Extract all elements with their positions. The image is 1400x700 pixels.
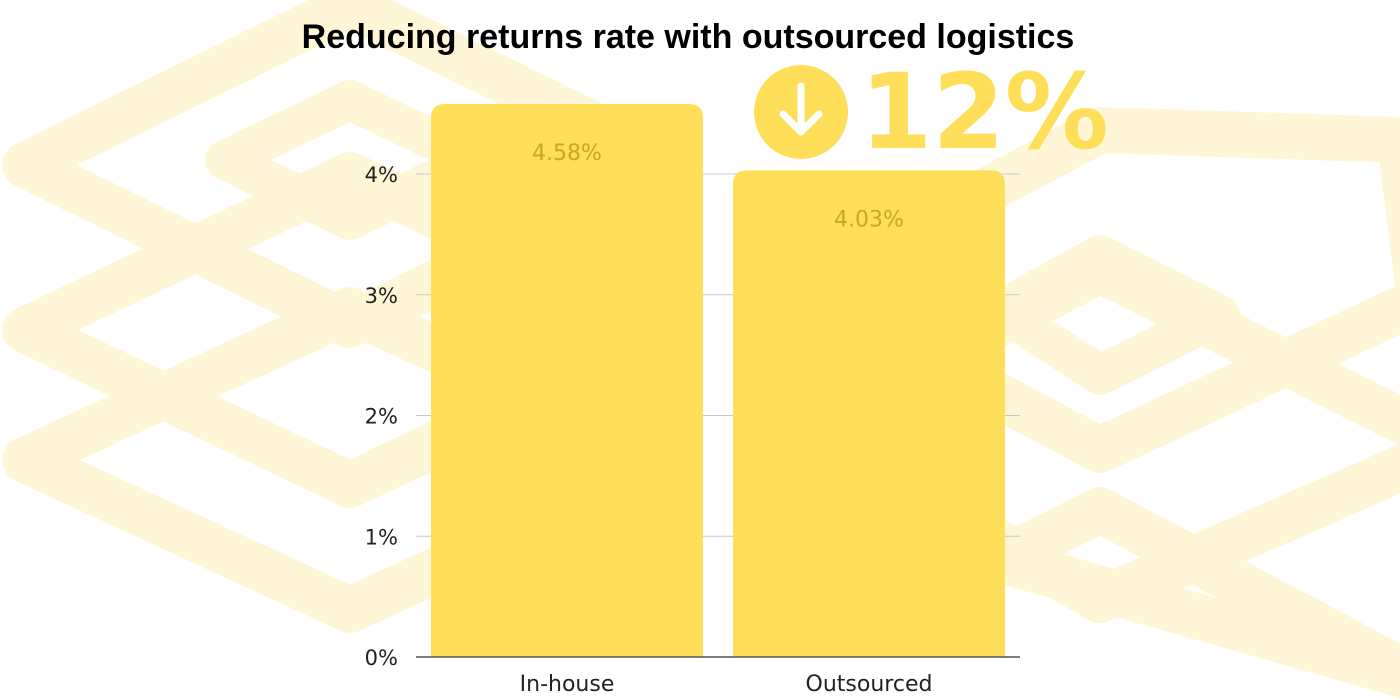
bar-data-label: 4.03% <box>834 207 904 232</box>
y-tick-label: 4% <box>365 163 398 187</box>
bar-in-house <box>431 103 703 658</box>
x-category-label: Outsourced <box>806 672 933 697</box>
bars: 4.58% 4.03% <box>431 103 1005 658</box>
y-tick-label: 3% <box>365 284 398 308</box>
reduction-percent: 12% <box>860 51 1109 173</box>
y-axis-ticks: 0% 1% 2% 3% 4% <box>365 163 398 670</box>
background-chevron-shape <box>980 235 1240 395</box>
y-tick-label: 2% <box>365 405 398 429</box>
y-tick-label: 0% <box>365 646 398 670</box>
bar-data-label: 4.58% <box>532 141 602 166</box>
x-category-label: In-house <box>520 672 615 697</box>
chart-title: Reducing returns rate with outsourced lo… <box>302 18 1075 56</box>
bar-outsourced <box>733 170 1005 657</box>
y-tick-label: 1% <box>365 525 398 549</box>
x-axis-categories: In-house Outsourced <box>520 672 933 697</box>
background-chevron-shape <box>977 487 1400 699</box>
arrow-down-circle-icon <box>754 65 848 159</box>
reduction-callout: 12% <box>754 51 1109 173</box>
